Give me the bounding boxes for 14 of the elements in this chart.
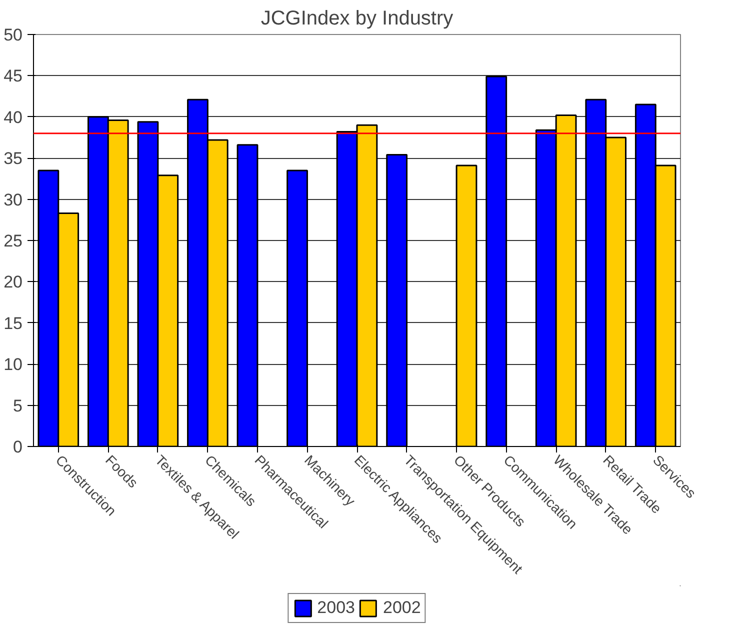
legend-label: 2003 bbox=[317, 598, 355, 618]
y-tick-label: 30 bbox=[4, 190, 23, 210]
y-tick-label: 15 bbox=[4, 314, 23, 333]
y-tick-label: 20 bbox=[4, 272, 23, 292]
y-tick-label: 45 bbox=[4, 66, 23, 86]
y-tick-label: 0 bbox=[13, 438, 23, 456]
y-tick-label: 25 bbox=[4, 232, 23, 250]
legend-label: 2002 bbox=[383, 598, 421, 618]
chart-title: JCGIndex by Industry bbox=[260, 8, 454, 30]
y-tick-label: 5 bbox=[13, 396, 23, 416]
y-tick-label: 50 bbox=[4, 26, 23, 44]
y-tick-label: 35 bbox=[4, 149, 23, 168]
y-tick-label: 10 bbox=[4, 355, 23, 374]
y-tick-label: 40 bbox=[4, 108, 23, 127]
